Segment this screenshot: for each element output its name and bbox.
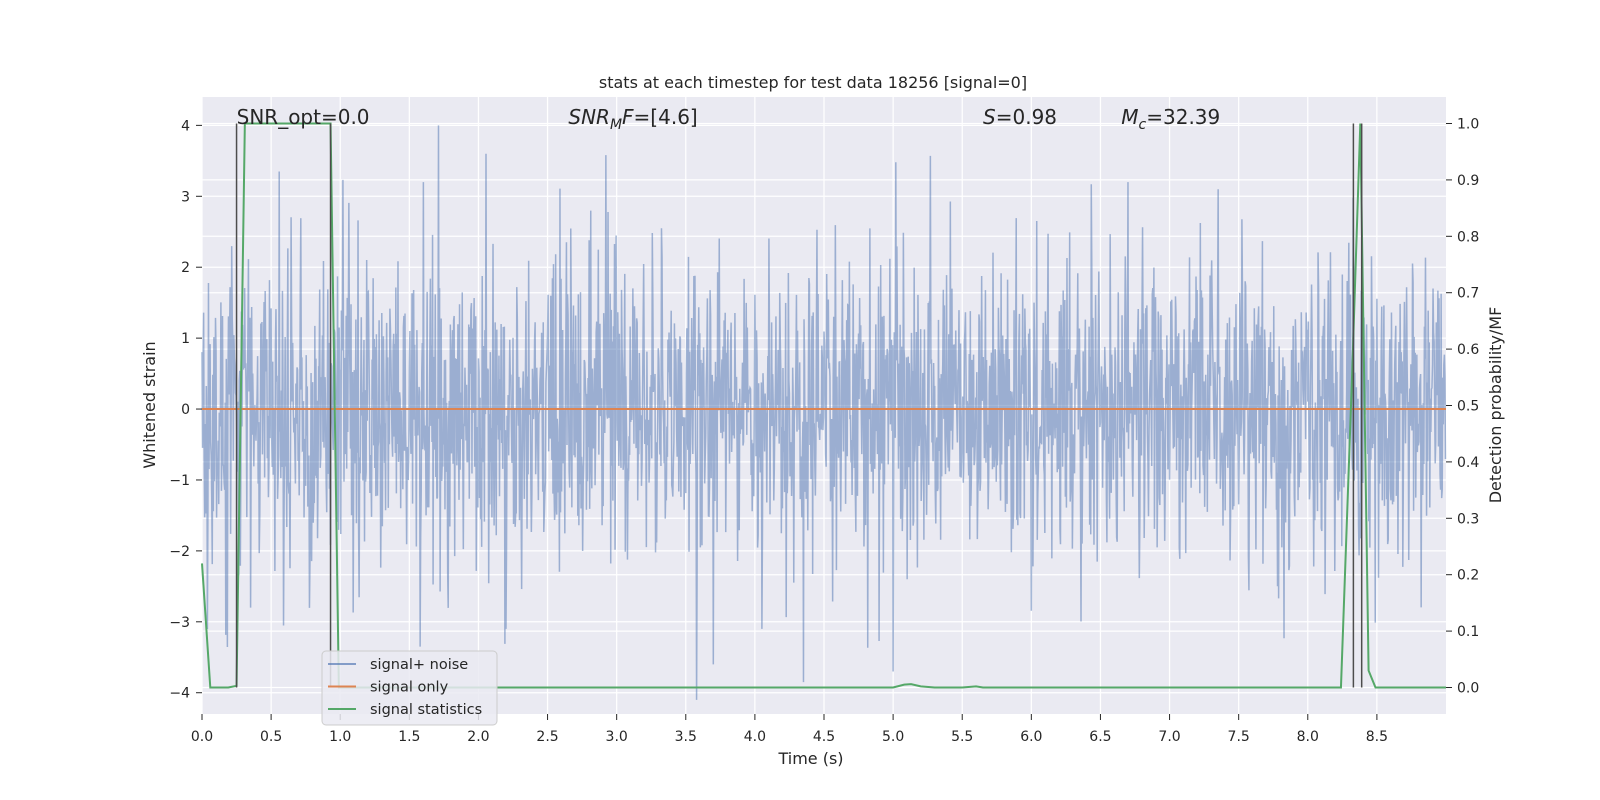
legend-label: signal only <box>370 680 449 696</box>
y2-tick-label: 0.9 <box>1457 173 1479 189</box>
y-tick-label: −4 <box>169 686 190 702</box>
x-tick-label: 1.0 <box>329 729 351 745</box>
annotation: SNR_opt=0.0 <box>237 105 370 129</box>
x-tick-label: 5.0 <box>882 729 904 745</box>
legend-label: signal+ noise <box>370 657 468 673</box>
y-tick-label: −2 <box>169 544 190 560</box>
y-tick-label: 3 <box>181 189 190 205</box>
x-tick-label: 8.0 <box>1297 729 1319 745</box>
x-tick-label: 6.5 <box>1089 729 1111 745</box>
x-axis-ticks: 0.0 0.5 1.0 1.5 2.0 2.5 3.0 3.5 4.0 4.5 5.0 5.5 6.0 6… <box>191 714 1388 745</box>
x-tick-label: 7.5 <box>1228 729 1250 745</box>
y-axis-label: Whitened strain <box>140 341 159 468</box>
y-tick-label: 4 <box>181 118 190 134</box>
legend-box <box>321 650 498 726</box>
y2-tick-label: 0.0 <box>1457 680 1479 696</box>
annotation-subscript: c <box>1139 117 1147 133</box>
series-signal-plus-noise <box>201 125 1447 700</box>
annotation-text: SNR_opt=0.0 <box>237 105 370 129</box>
vertical-markers <box>235 123 1363 688</box>
y-tick-label: 2 <box>181 260 190 276</box>
y-axis-right-ticks: 0.0 0.1 0.2 0.3 0.4 0.5 0.6 0.7 0.8 0.9 1.0 <box>1446 117 1479 696</box>
annotation: Mc​=32.39 <box>1121 105 1220 133</box>
x-tick-label: 0.0 <box>191 729 213 745</box>
annotation-symbol: S <box>983 105 996 129</box>
x-tick-label: 6.0 <box>1020 729 1042 745</box>
annotation: S=0.98 <box>983 105 1057 129</box>
y-axis-left-ticks: −4 −3 −2 −1 0 1 2 3 4 <box>169 118 202 702</box>
chart-title: stats at each timestep for test data 182… <box>599 73 1027 92</box>
y2-tick-label: 0.6 <box>1457 342 1479 358</box>
y2-tick-label: 0.4 <box>1457 455 1479 471</box>
annotation-value: =32.39 <box>1146 105 1220 129</box>
signal-statistics-line <box>201 122 1446 689</box>
y2-tick-label: 0.5 <box>1457 399 1479 415</box>
x-tick-label: 7.0 <box>1158 729 1180 745</box>
y-tick-label: −1 <box>169 473 190 489</box>
x-tick-label: 0.5 <box>260 729 282 745</box>
y2-tick-label: 0.8 <box>1457 229 1479 245</box>
y2-tick-label: 0.1 <box>1457 624 1479 640</box>
x-tick-label: 2.0 <box>467 729 489 745</box>
x-axis-label: Time (s) <box>777 749 843 768</box>
annotation-subscript: M <box>610 117 622 133</box>
annotation-value: =0.98 <box>996 105 1057 129</box>
y-tick-label: 0 <box>181 402 190 418</box>
y2-axis-label: Detection probability/MF <box>1486 307 1505 504</box>
x-tick-label: 4.5 <box>813 729 835 745</box>
x-tick-label: 3.5 <box>675 729 697 745</box>
legend: signal+ noise signal only signal statistic… <box>321 650 498 726</box>
x-tick-label: 5.5 <box>951 729 973 745</box>
x-tick-label: 4.0 <box>744 729 766 745</box>
annotation-value: =[4.6] <box>634 105 698 129</box>
series-signal-statistics <box>201 122 1446 689</box>
y2-tick-label: 0.7 <box>1457 286 1479 302</box>
annotation-suffix: F <box>622 105 634 129</box>
y2-tick-label: 1.0 <box>1457 117 1479 133</box>
y-tick-label: −3 <box>169 615 190 631</box>
annotation-symbol: M <box>1121 105 1138 129</box>
annotation: SNRMF=[4.6] <box>568 105 697 133</box>
annotation-symbol: SNR <box>568 105 610 129</box>
x-tick-label: 3.0 <box>606 729 628 745</box>
y-tick-label: 1 <box>181 331 190 347</box>
y2-tick-label: 0.2 <box>1457 568 1479 584</box>
x-tick-label: 1.5 <box>398 729 420 745</box>
x-tick-label: 8.5 <box>1366 729 1388 745</box>
legend-label: signal statistics <box>370 702 482 718</box>
y2-tick-label: 0.3 <box>1457 511 1479 527</box>
noise-line <box>201 125 1447 700</box>
x-tick-label: 2.5 <box>536 729 558 745</box>
